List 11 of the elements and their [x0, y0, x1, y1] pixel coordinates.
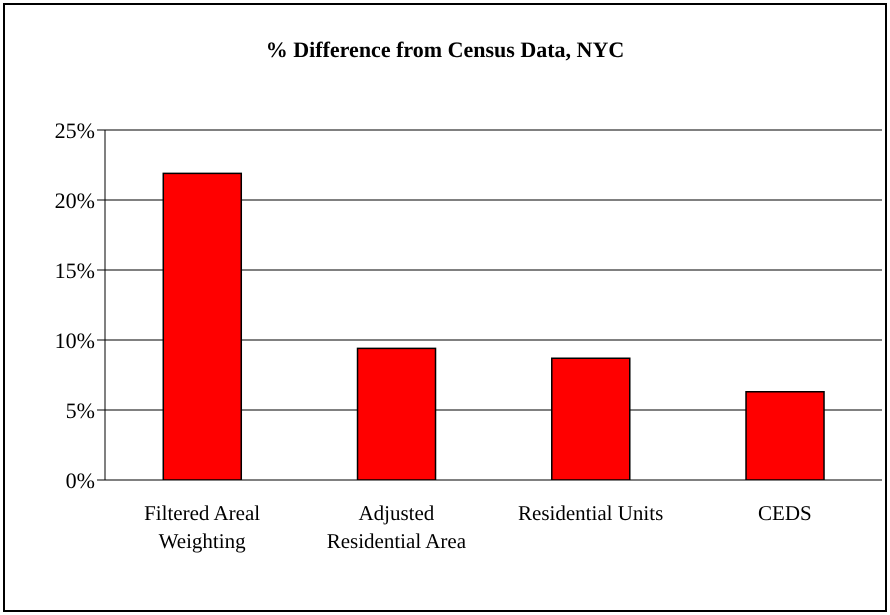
- chart-title: % Difference from Census Data, NYC: [264, 37, 626, 63]
- x-tick-label: Adjusted Residential Area: [326, 501, 467, 553]
- y-tick-label: 5%: [66, 398, 95, 423]
- y-tick-label: 20%: [54, 188, 95, 213]
- x-tick-label: Filtered Areal Weighting: [144, 501, 260, 553]
- x-tick-label: CEDS: [758, 501, 812, 525]
- y-tick-label: 0%: [66, 468, 95, 493]
- y-tick-label: 15%: [54, 258, 95, 283]
- x-tick-label: Residential Units: [518, 501, 664, 525]
- y-tick-label: 10%: [54, 328, 95, 353]
- y-tick-label: 25%: [54, 118, 95, 143]
